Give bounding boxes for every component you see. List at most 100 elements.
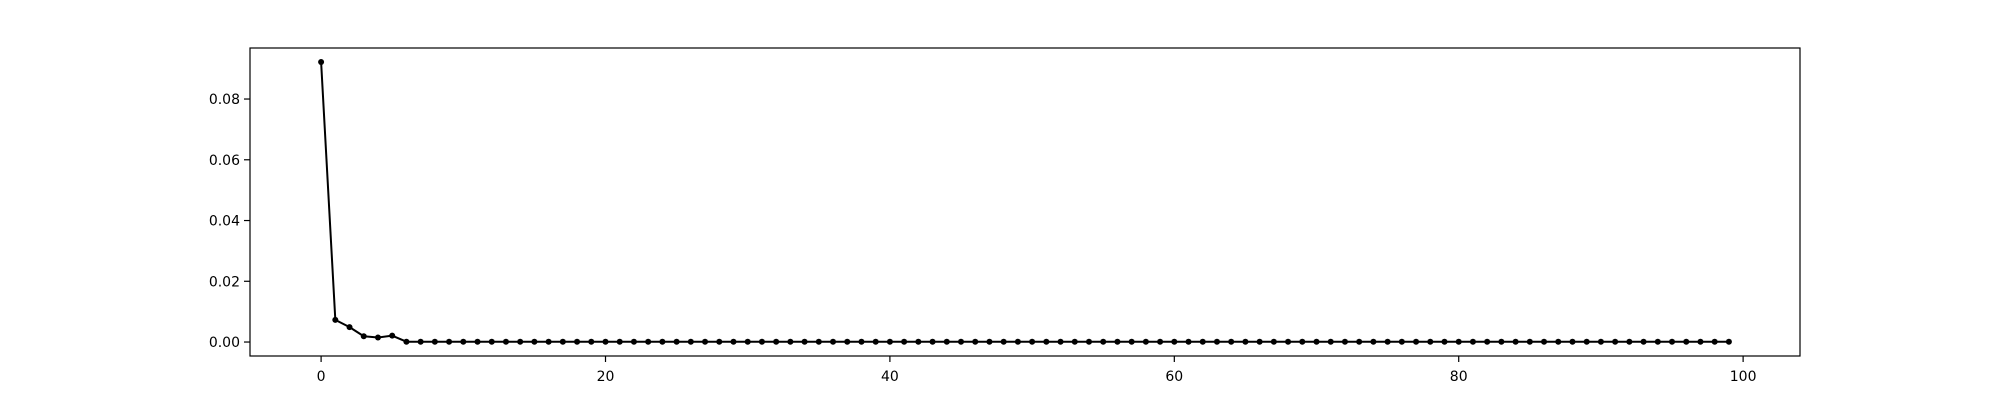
data-point — [1299, 338, 1306, 345]
data-point — [1669, 338, 1676, 345]
data-point — [702, 338, 709, 345]
data-point — [815, 338, 822, 345]
data-point — [1199, 338, 1206, 345]
data-point — [1213, 338, 1220, 345]
data-point — [1014, 338, 1021, 345]
data-point — [1171, 338, 1178, 345]
data-point — [1441, 338, 1448, 345]
data-point — [1256, 338, 1263, 345]
x-tick-label: 20 — [597, 369, 615, 385]
data-point — [1640, 338, 1647, 345]
data-point — [1157, 338, 1164, 345]
data-point — [1384, 338, 1391, 345]
data-point — [673, 338, 680, 345]
data-point — [545, 338, 552, 345]
axes: 0 20 40 60 80 100 0.00 0.02 0.04 0.06 0.08 — [209, 47, 1801, 385]
data-point — [986, 338, 993, 345]
data-point — [972, 338, 979, 345]
data-point — [602, 338, 609, 345]
data-point — [1185, 338, 1192, 345]
data-point — [1597, 338, 1604, 345]
data-point — [1725, 338, 1732, 345]
data-point — [460, 338, 467, 345]
data-point — [1469, 338, 1476, 345]
data-point — [1427, 338, 1434, 345]
data-point — [1043, 338, 1050, 345]
data-point — [318, 58, 325, 65]
data-point — [886, 338, 893, 345]
data-point — [417, 338, 424, 345]
data-point — [844, 338, 851, 345]
data-point — [1100, 338, 1107, 345]
data-point — [958, 338, 965, 345]
data-point — [787, 338, 794, 345]
x-tick-label: 60 — [1165, 369, 1183, 385]
data-point — [1526, 338, 1533, 345]
data-point — [531, 338, 538, 345]
data-point — [1455, 338, 1462, 345]
data-point — [1413, 338, 1420, 345]
data-point — [1128, 338, 1135, 345]
data-point — [801, 338, 808, 345]
data-point — [1242, 338, 1249, 345]
data-point — [659, 338, 666, 345]
data-point — [1711, 338, 1718, 345]
data-point — [588, 338, 595, 345]
data-point — [1313, 338, 1320, 345]
data-point — [332, 316, 339, 323]
data-point — [559, 338, 566, 345]
data-point — [1356, 338, 1363, 345]
data-point — [1612, 338, 1619, 345]
data-point — [1029, 338, 1036, 345]
data-point — [1270, 338, 1277, 345]
data-point — [1654, 338, 1661, 345]
data-point — [730, 338, 737, 345]
data-point — [502, 338, 509, 345]
y-tick-label: 0.02 — [209, 274, 240, 290]
data-point — [858, 338, 865, 345]
y-tick-label: 0.08 — [209, 92, 240, 108]
y-tick-label: 0.00 — [209, 335, 240, 351]
data-point — [1085, 338, 1092, 345]
data-point — [1142, 338, 1149, 345]
data-point — [574, 338, 581, 345]
plot-frame — [249, 47, 1801, 357]
data-point — [389, 332, 396, 339]
data-point — [1057, 338, 1064, 345]
x-tick-label: 100 — [1730, 369, 1757, 385]
data-point — [1114, 338, 1121, 345]
data-point — [1583, 338, 1590, 345]
data-point — [616, 338, 623, 345]
data-point — [716, 338, 723, 345]
data-point — [446, 338, 453, 345]
data-point — [1370, 338, 1377, 345]
y-tick-label: 0.04 — [209, 214, 240, 230]
data-point — [1228, 338, 1235, 345]
data-point — [1541, 338, 1548, 345]
data-point — [1484, 338, 1491, 345]
data-point — [1626, 338, 1633, 345]
data-point — [687, 338, 694, 345]
data-point — [374, 334, 381, 341]
x-tick-label: 80 — [1450, 369, 1468, 385]
data-point — [360, 333, 367, 340]
data-point — [346, 324, 353, 331]
data-point — [630, 338, 637, 345]
data-point — [744, 338, 751, 345]
data-point — [1569, 338, 1576, 345]
data-point — [758, 338, 765, 345]
data-point — [1555, 338, 1562, 345]
data-point — [645, 338, 652, 345]
data-point — [943, 338, 950, 345]
plot-area — [318, 58, 1732, 345]
data-point — [872, 338, 879, 345]
data-point — [1327, 338, 1334, 345]
data-point — [929, 338, 936, 345]
data-point — [1071, 338, 1078, 345]
data-point — [1683, 338, 1690, 345]
data-point — [1398, 338, 1405, 345]
data-point — [1285, 338, 1292, 345]
data-point — [403, 338, 410, 345]
